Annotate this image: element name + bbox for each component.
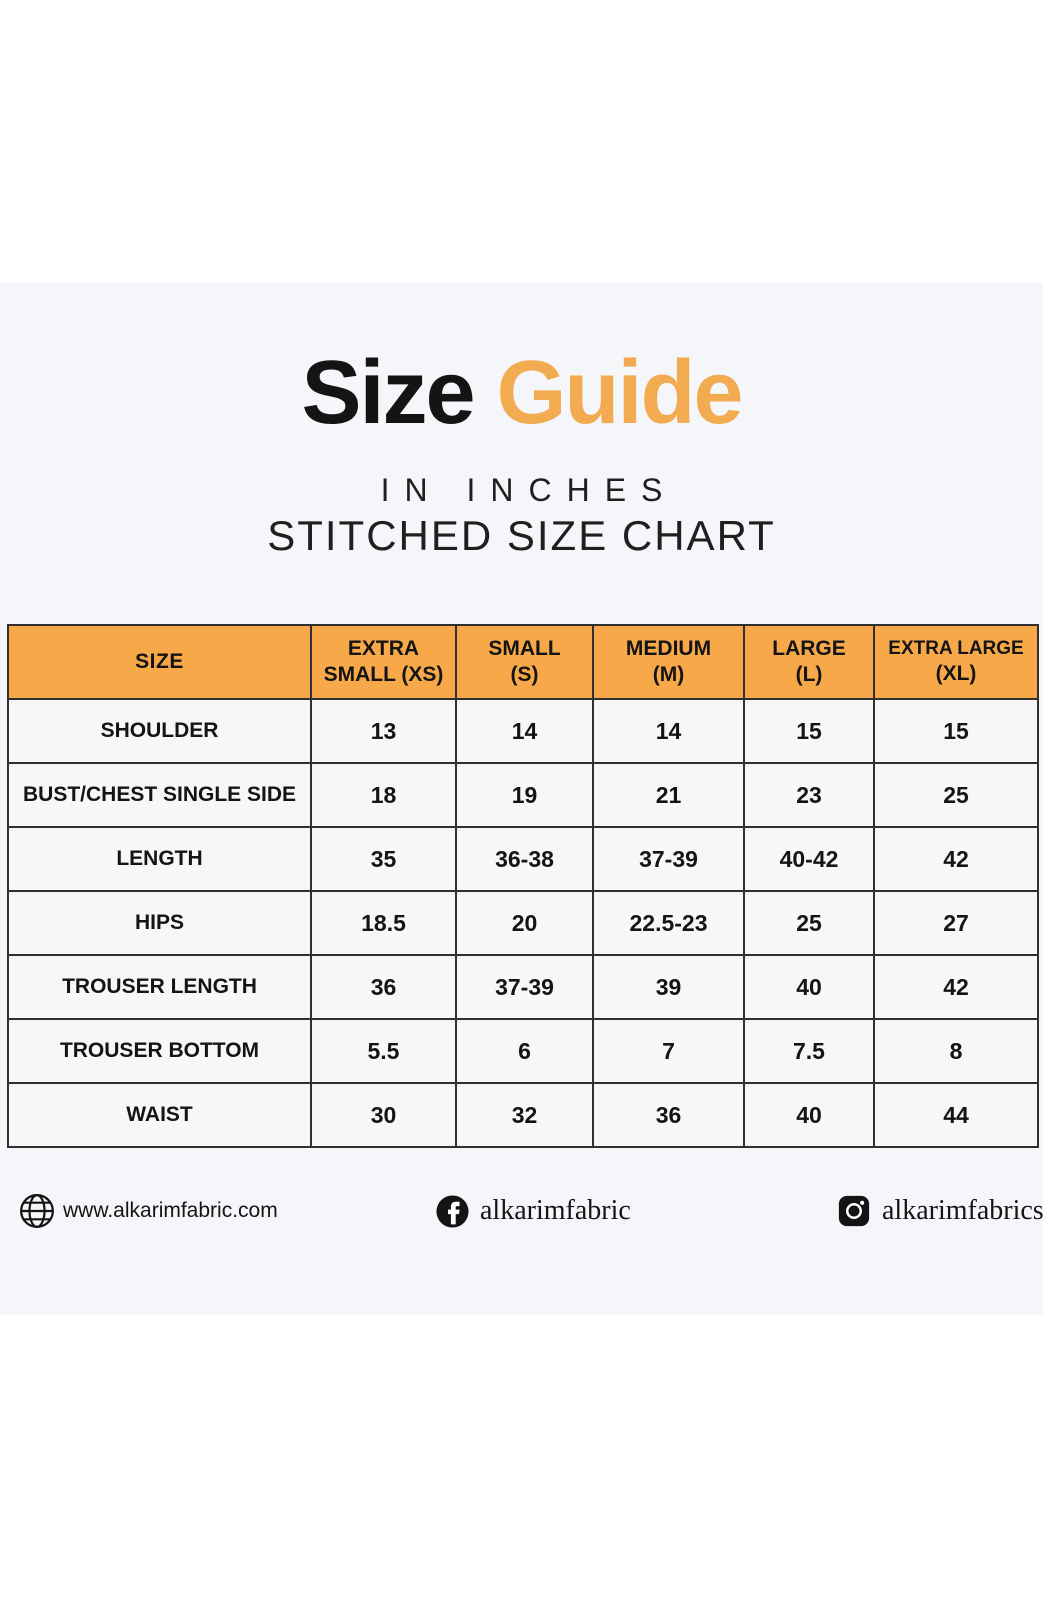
size-value-cell: 37-39 [592, 826, 745, 892]
header-size: SIZE [7, 624, 312, 700]
size-value-cell: 18 [310, 762, 457, 828]
size-value-cell: 14 [592, 698, 745, 764]
table-row-hips: HIPS 18.5 20 22.5-23 25 27 [7, 890, 1039, 956]
size-value-cell: 25 [743, 890, 875, 956]
website-link[interactable]: www.alkarimfabric.com [18, 1190, 278, 1232]
row-label: WAIST [7, 1082, 312, 1148]
size-value-cell: 21 [592, 762, 745, 828]
row-label: LENGTH [7, 826, 312, 892]
size-value-cell: 19 [455, 762, 594, 828]
row-label: TROUSER LENGTH [7, 954, 312, 1020]
row-label: TROUSER BOTTOM [7, 1018, 312, 1084]
size-guide-panel: Size Guide IN INCHES STITCHED SIZE CHART… [0, 282, 1043, 1315]
size-value-cell: 40-42 [743, 826, 875, 892]
row-label: BUST/CHEST SINGLE SIDE [7, 762, 312, 828]
subtitle-in-inches: IN INCHES [380, 472, 678, 508]
size-value-cell: 39 [592, 954, 745, 1020]
row-label: HIPS [7, 890, 312, 956]
instagram-handle[interactable]: alkarimfabrics [882, 1195, 1043, 1226]
size-value-cell: 32 [455, 1082, 594, 1148]
header-large: LARGE (L) [743, 624, 875, 700]
size-value-cell: 40 [743, 954, 875, 1020]
table-row-waist: WAIST 30 32 36 40 44 [7, 1082, 1039, 1148]
header-extra-large: EXTRA LARGE (XL) [873, 624, 1039, 700]
size-value-cell: 13 [310, 698, 457, 764]
website-url[interactable]: www.alkarimfabric.com [63, 1199, 278, 1222]
size-value-cell: 25 [873, 762, 1039, 828]
row-label: SHOULDER [7, 698, 312, 764]
facebook-handle[interactable]: alkarimfabric [480, 1195, 631, 1226]
size-value-cell: 37-39 [455, 954, 594, 1020]
page-title: Size Guide [0, 346, 1043, 441]
instagram-link[interactable]: alkarimfabrics [838, 1190, 1043, 1232]
size-value-cell: 15 [743, 698, 875, 764]
size-value-cell: 27 [873, 890, 1039, 956]
table-row-shoulder: SHOULDER 13 14 14 15 15 [7, 698, 1039, 764]
page-title-word-size: Size [301, 343, 475, 443]
size-value-cell: 8 [873, 1018, 1039, 1084]
globe-icon [20, 1194, 54, 1228]
size-value-cell: 14 [455, 698, 594, 764]
size-value-cell: 36 [592, 1082, 745, 1148]
size-value-cell: 40 [743, 1082, 875, 1148]
size-value-cell: 36 [310, 954, 457, 1020]
facebook-link[interactable]: alkarimfabric [436, 1190, 631, 1232]
size-value-cell: 23 [743, 762, 875, 828]
page-title-word-guide: Guide [496, 343, 744, 443]
table-row-bust-chest: BUST/CHEST SINGLE SIDE 18 19 21 23 25 [7, 762, 1039, 828]
size-value-cell: 20 [455, 890, 594, 956]
header-extra-small: EXTRA SMALL (XS) [310, 624, 457, 700]
size-value-cell: 6 [455, 1018, 594, 1084]
table-row-trouser-length: TROUSER LENGTH 36 37-39 39 40 42 [7, 954, 1039, 1020]
facebook-icon [436, 1194, 469, 1228]
subtitle-stitched-size-chart: STITCHED SIZE CHART [267, 512, 776, 559]
size-value-cell: 30 [310, 1082, 457, 1148]
instagram-icon [838, 1195, 870, 1227]
size-value-cell: 36-38 [455, 826, 594, 892]
table-row-length: LENGTH 35 36-38 37-39 40-42 42 [7, 826, 1039, 892]
size-value-cell: 44 [873, 1082, 1039, 1148]
size-value-cell: 7.5 [743, 1018, 875, 1084]
size-chart-table: SIZE EXTRA SMALL (XS) SMALL (S) MEDIUM (… [7, 624, 1039, 1148]
size-value-cell: 5.5 [310, 1018, 457, 1084]
size-value-cell: 7 [592, 1018, 745, 1084]
size-value-cell: 42 [873, 954, 1039, 1020]
header-medium: MEDIUM (M) [592, 624, 745, 700]
table-row-trouser-bottom: TROUSER BOTTOM 5.5 6 7 7.5 8 [7, 1018, 1039, 1084]
size-value-cell: 18.5 [310, 890, 457, 956]
header-small: SMALL (S) [455, 624, 594, 700]
size-value-cell: 42 [873, 826, 1039, 892]
size-value-cell: 22.5-23 [592, 890, 745, 956]
size-value-cell: 15 [873, 698, 1039, 764]
table-header-row: SIZE EXTRA SMALL (XS) SMALL (S) MEDIUM (… [7, 624, 1039, 700]
size-value-cell: 35 [310, 826, 457, 892]
